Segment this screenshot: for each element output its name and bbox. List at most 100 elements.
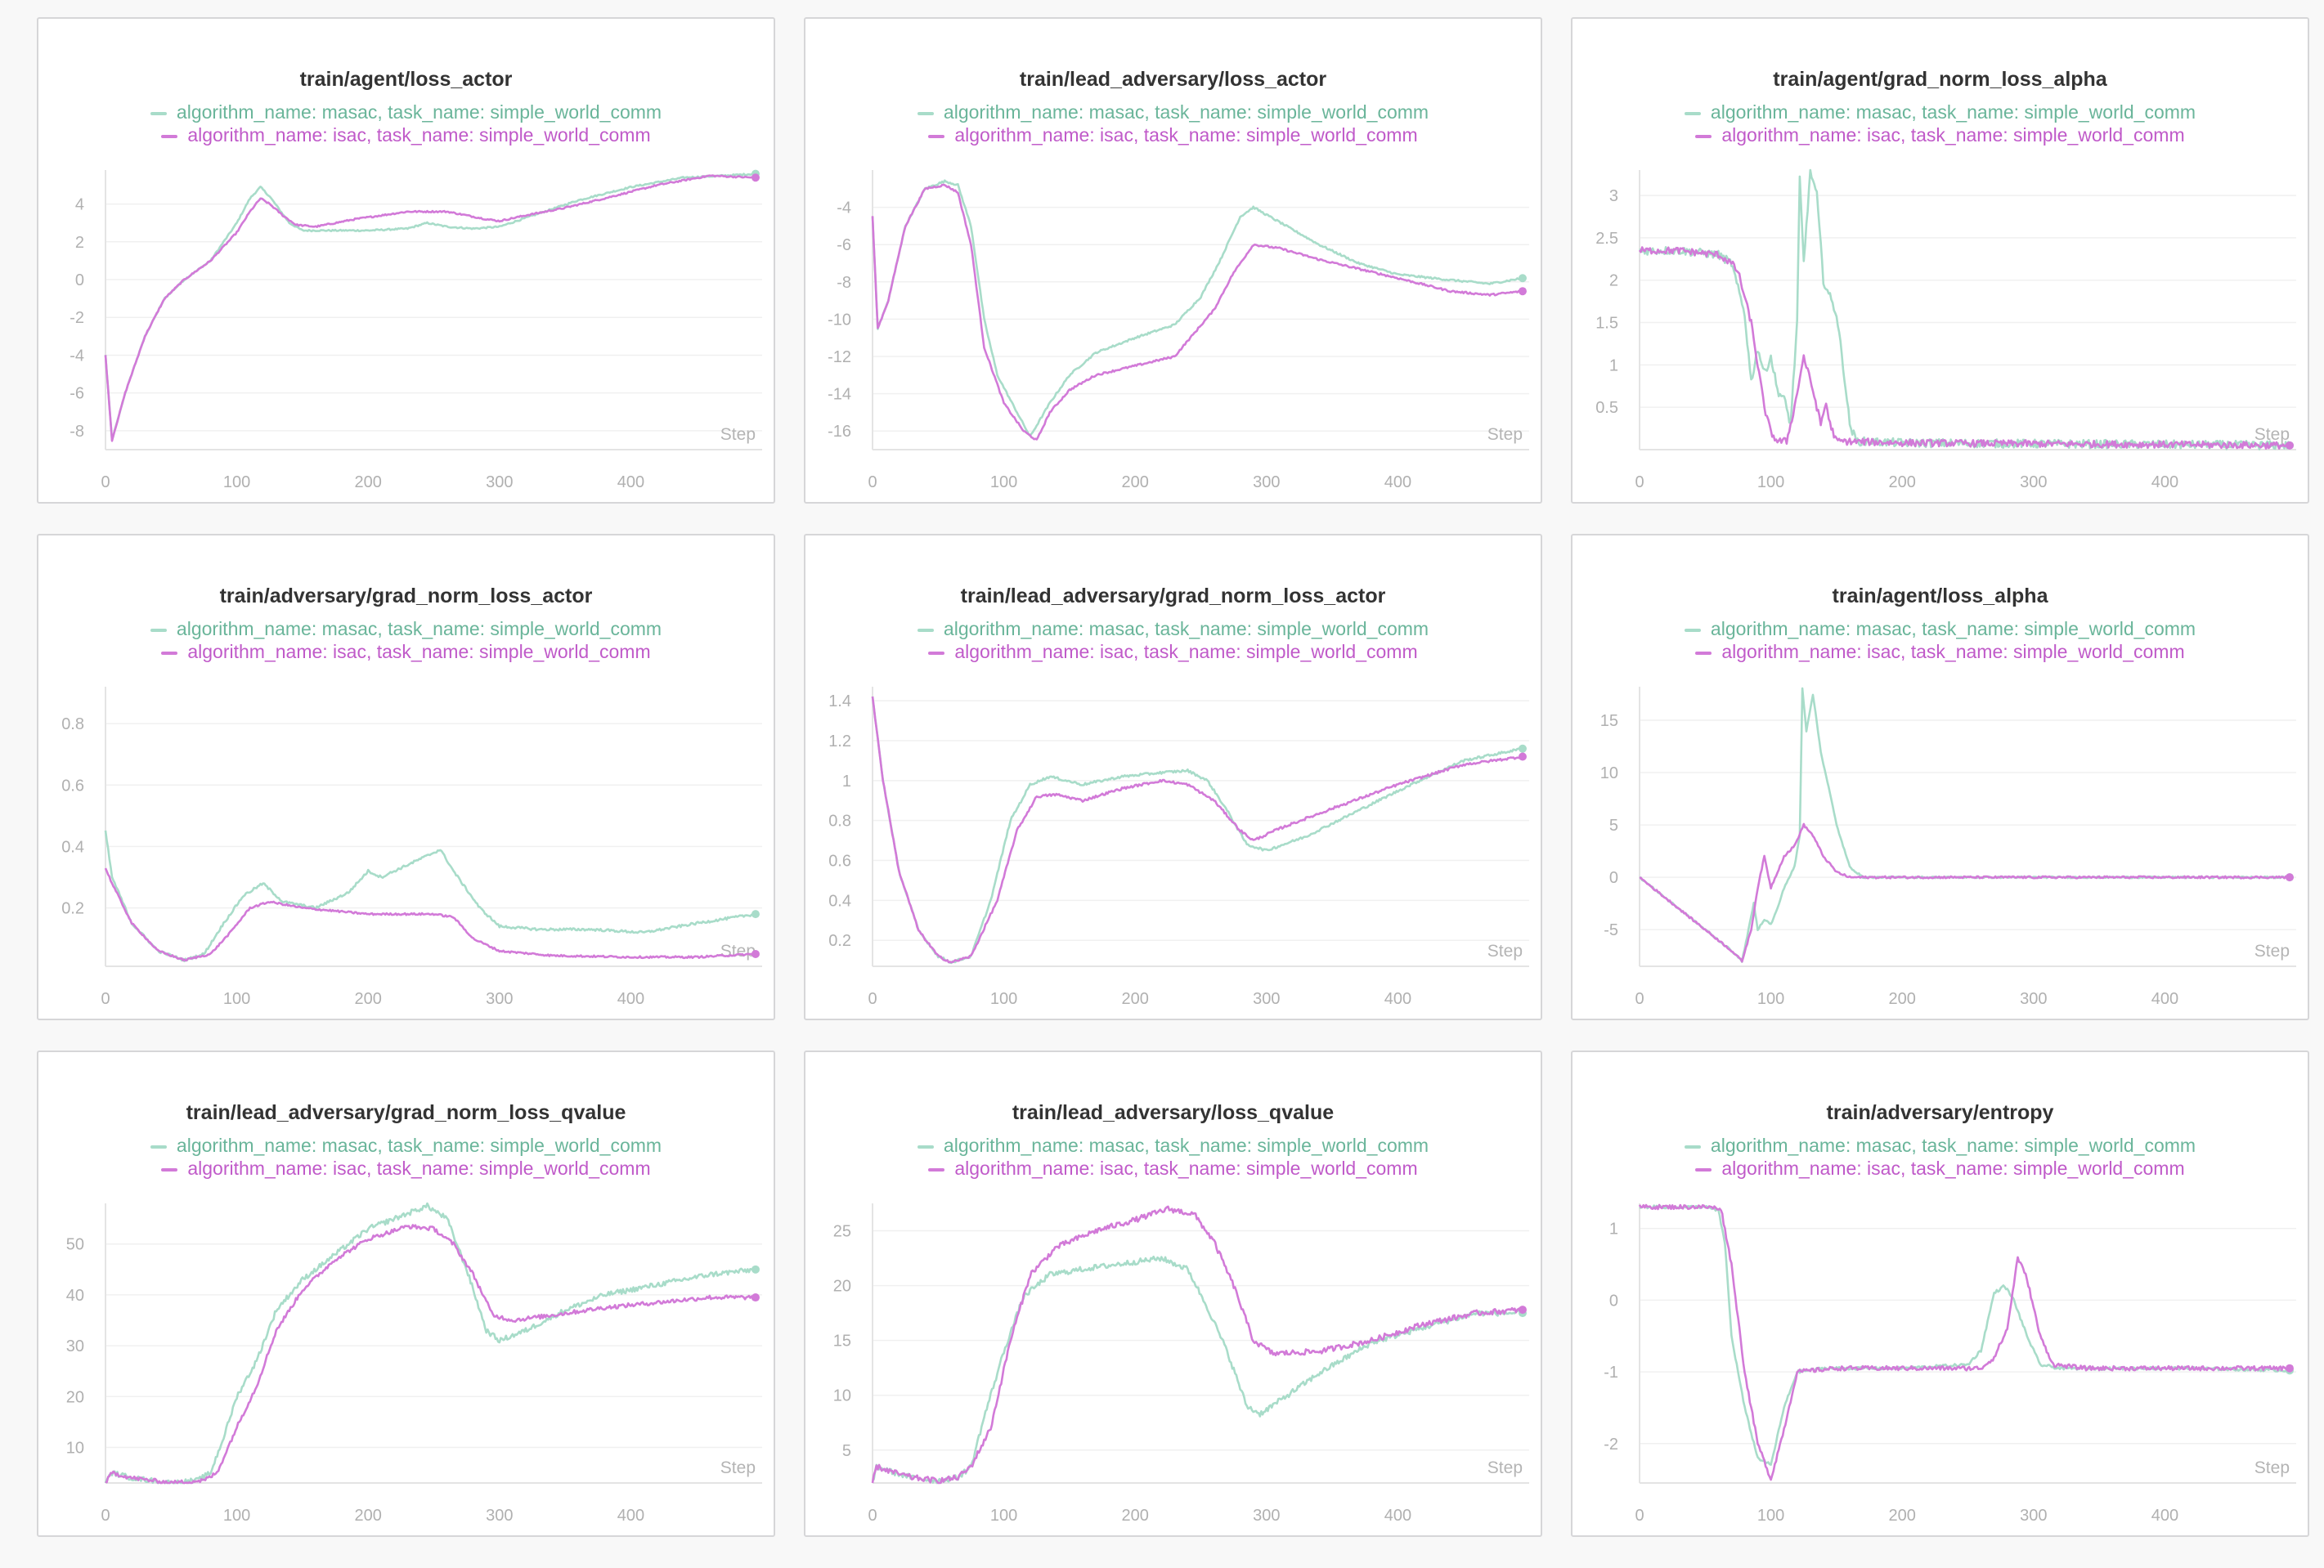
chart-panel[interactable]: train/adversary/entropy algorithm_name: m… [1571,1051,2309,1537]
chart-title: train/agent/loss_alpha [1832,585,2048,607]
legend-item[interactable]: algorithm_name: masac, task_name: simple… [38,1134,774,1157]
legend-swatch [161,1167,178,1172]
legend-item[interactable]: algorithm_name: masac, task_name: simple… [805,1134,1541,1157]
legend: algorithm_name: masac, task_name: simple… [38,617,774,663]
y-tick-label: 0.6 [61,777,84,795]
legend-item[interactable]: algorithm_name: masac, task_name: simple… [1573,101,2308,123]
legend-item[interactable]: algorithm_name: masac, task_name: simple… [1573,617,2308,640]
x-axis-label: Step [1487,1458,1523,1477]
chart-panel[interactable]: train/agent/loss_alpha algorithm_name: ma… [1571,534,2309,1020]
series-line [871,183,1523,441]
chart-panel[interactable]: train/lead_adversary/loss_actor algorithm… [804,17,1542,504]
y-tick-label: 0.8 [828,813,851,831]
y-tick-label: 2.5 [1595,230,1618,248]
chart-panel[interactable]: train/adversary/grad_norm_loss_actor algo… [37,534,775,1020]
legend-swatch [150,1145,167,1149]
y-tick-label: -8 [837,274,851,292]
series-end-marker [1518,287,1527,296]
series-line [104,830,756,963]
x-tick-label: 300 [486,473,513,491]
legend-item[interactable]: algorithm_name: masac, task_name: simple… [38,617,774,640]
legend-item[interactable]: algorithm_name: isac, task_name: simple_… [805,1157,1541,1180]
series-line [1638,1203,2290,1481]
series-line [871,179,1523,437]
chart-panel[interactable]: train/agent/grad_norm_loss_alpha algorith… [1571,17,2309,504]
legend-swatch [1695,134,1712,138]
x-tick-label: 200 [355,1507,382,1525]
x-tick-label: 100 [223,990,250,1008]
line-chart: -5 0 5 10 15 0 100 200 300 400 Step [1600,687,2296,1008]
legend: algorithm_name: masac, task_name: simple… [805,1134,1541,1180]
legend-item[interactable]: algorithm_name: isac, task_name: simple_… [805,123,1541,146]
y-tick-label: 50 [66,1236,84,1254]
y-tick-label: -4 [837,199,851,217]
x-tick-label: 300 [1253,990,1280,1008]
y-tick-label: 20 [833,1278,851,1296]
y-tick-label: 0 [1609,869,1618,887]
series-line [104,174,756,442]
chart-panel[interactable]: train/lead_adversary/grad_norm_loss_acto… [804,534,1542,1020]
chart-panel[interactable]: train/lead_adversary/grad_norm_loss_qval… [37,1051,775,1537]
y-tick-label: 25 [833,1223,851,1241]
legend-label: algorithm_name: isac, task_name: simple_… [187,124,651,146]
x-tick-label: 300 [2020,473,2047,491]
x-tick-label: 400 [617,990,644,1008]
y-tick-label: -1 [1604,1364,1618,1382]
x-tick-label: 300 [2020,1507,2047,1525]
legend: algorithm_name: masac, task_name: simple… [805,101,1541,146]
legend-label: algorithm_name: masac, task_name: simple… [176,101,662,123]
x-axis-label: Step [720,425,756,444]
legend-item[interactable]: algorithm_name: masac, task_name: simple… [38,101,774,123]
legend: algorithm_name: masac, task_name: simple… [1573,617,2308,663]
y-tick-label: 10 [66,1439,84,1457]
series-line [104,1202,757,1485]
x-axis-label: Step [2254,425,2290,444]
chart-panel[interactable]: train/lead_adversary/loss_qvalue algorith… [804,1051,1542,1537]
legend-item[interactable]: algorithm_name: isac, task_name: simple_… [805,640,1541,663]
legend-item[interactable]: algorithm_name: isac, task_name: simple_… [38,123,774,146]
legend-item[interactable]: algorithm_name: isac, task_name: simple_… [1573,1157,2308,1180]
legend-label: algorithm_name: masac, task_name: simple… [1710,101,2196,123]
legend-item[interactable]: algorithm_name: masac, task_name: simple… [1573,1134,2308,1157]
series-end-marker [2285,441,2294,450]
series-end-marker [1518,1306,1527,1315]
y-tick-label: 1.2 [828,732,851,750]
series-end-marker [751,173,760,182]
legend-label: algorithm_name: masac, task_name: simple… [943,1135,1429,1156]
series-line [104,172,756,441]
y-tick-label: 1.5 [1595,315,1618,333]
legend-item[interactable]: algorithm_name: isac, task_name: simple_… [1573,640,2308,663]
legend-swatch [928,1167,945,1172]
y-tick-label: -8 [70,423,84,441]
series-line [105,1224,756,1485]
x-tick-label: 100 [1757,1507,1784,1525]
legend-item[interactable]: algorithm_name: isac, task_name: simple_… [1573,123,2308,146]
y-tick-label: 1 [1609,1221,1618,1239]
x-tick-label: 300 [486,1507,513,1525]
chart-title: train/adversary/entropy [1826,1101,2054,1124]
y-tick-label: 0 [75,271,84,289]
x-tick-label: 200 [355,990,382,1008]
legend-label: algorithm_name: isac, task_name: simple_… [954,124,1418,146]
x-tick-label: 100 [990,473,1017,491]
line-chart: -2 -1 0 1 0 100 200 300 400 Step [1604,1203,2296,1525]
y-tick-label: 0.4 [61,838,84,856]
y-tick-label: 0.2 [828,932,851,950]
line-chart: 0.2 0.4 0.6 0.8 1 1.2 1.4 0 100 200 300 400 Step [828,687,1529,1008]
legend-item[interactable]: algorithm_name: isac, task_name: simple_… [38,640,774,663]
x-tick-label: 400 [2151,473,2178,491]
legend-label: algorithm_name: masac, task_name: simple… [943,101,1429,123]
chart-panel[interactable]: train/agent/loss_actor algorithm_name: ma… [37,17,775,504]
legend-item[interactable]: algorithm_name: masac, task_name: simple… [805,101,1541,123]
x-tick-label: 300 [486,990,513,1008]
legend-swatch [150,628,167,632]
legend-item[interactable]: algorithm_name: isac, task_name: simple_… [38,1157,774,1180]
legend-swatch [1695,1167,1712,1172]
legend: algorithm_name: masac, task_name: simple… [1573,101,2308,146]
y-tick-label: 5 [1609,817,1618,835]
legend-label: algorithm_name: masac, task_name: simple… [1710,1135,2196,1156]
series-line [871,696,1523,964]
x-tick-label: 0 [101,1507,110,1525]
legend-item[interactable]: algorithm_name: masac, task_name: simple… [805,617,1541,640]
line-chart: 10 20 30 40 50 0 100 200 300 400 Step [66,1202,762,1525]
